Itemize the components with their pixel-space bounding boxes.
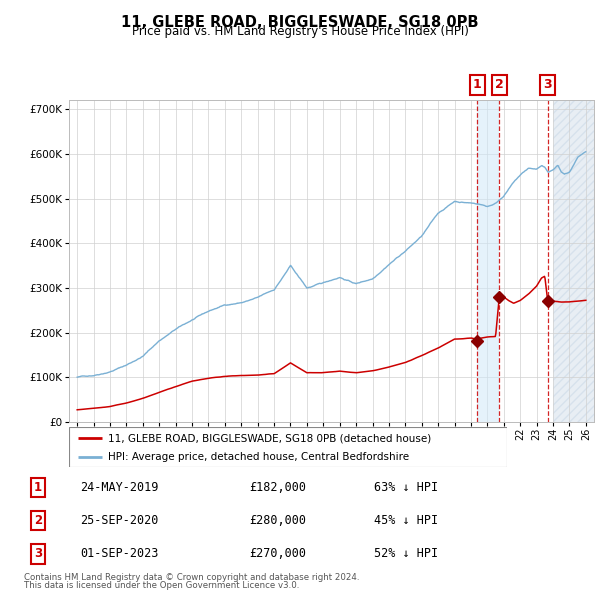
Text: 3: 3 [543, 78, 552, 91]
Text: This data is licensed under the Open Government Licence v3.0.: This data is licensed under the Open Gov… [24, 581, 299, 590]
Text: 11, GLEBE ROAD, BIGGLESWADE, SG18 0PB (detached house): 11, GLEBE ROAD, BIGGLESWADE, SG18 0PB (d… [109, 434, 431, 444]
Bar [553, 100, 594, 422]
Text: Price paid vs. HM Land Registry's House Price Index (HPI): Price paid vs. HM Land Registry's House … [131, 25, 469, 38]
Text: £270,000: £270,000 [250, 548, 307, 560]
Text: 52% ↓ HPI: 52% ↓ HPI [374, 548, 438, 560]
Text: 25-SEP-2020: 25-SEP-2020 [80, 514, 159, 527]
Text: 3: 3 [34, 548, 42, 560]
Text: 1: 1 [473, 78, 482, 91]
Bar [553, 100, 594, 422]
Text: 2: 2 [34, 514, 42, 527]
FancyBboxPatch shape [69, 427, 507, 467]
Text: 11, GLEBE ROAD, BIGGLESWADE, SG18 0PB: 11, GLEBE ROAD, BIGGLESWADE, SG18 0PB [121, 15, 479, 30]
Text: 1: 1 [34, 481, 42, 494]
Text: £182,000: £182,000 [250, 481, 307, 494]
Text: 45% ↓ HPI: 45% ↓ HPI [374, 514, 438, 527]
Text: 2: 2 [495, 78, 504, 91]
Bar [478, 100, 499, 422]
Text: 01-SEP-2023: 01-SEP-2023 [80, 548, 159, 560]
Text: 63% ↓ HPI: 63% ↓ HPI [374, 481, 438, 494]
Text: £280,000: £280,000 [250, 514, 307, 527]
Text: HPI: Average price, detached house, Central Bedfordshire: HPI: Average price, detached house, Cent… [109, 453, 410, 462]
Text: Contains HM Land Registry data © Crown copyright and database right 2024.: Contains HM Land Registry data © Crown c… [24, 573, 359, 582]
Text: 24-MAY-2019: 24-MAY-2019 [80, 481, 159, 494]
